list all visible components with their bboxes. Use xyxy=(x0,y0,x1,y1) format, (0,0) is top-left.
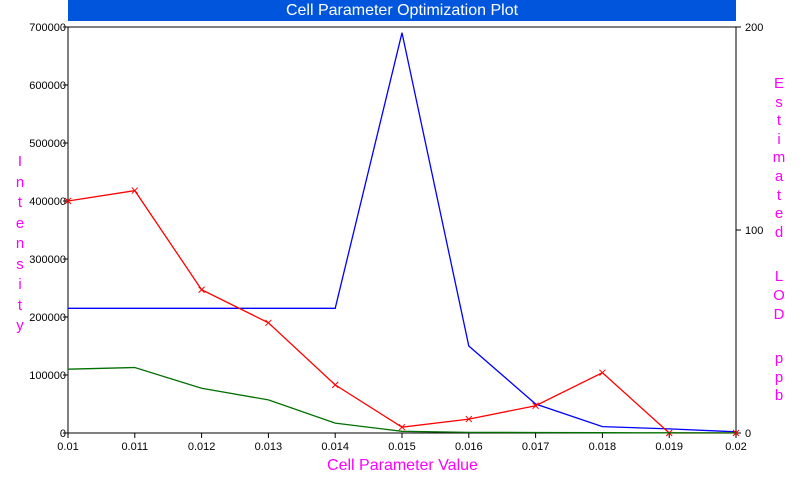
y-left-tick-label-0: 0 xyxy=(60,428,66,440)
ylabel-left-char: t xyxy=(17,194,23,211)
ylabel-right-char: i xyxy=(777,130,781,148)
x-tick-label-6: 0.016 xyxy=(455,441,483,453)
ylabel-left-char: i xyxy=(18,276,22,293)
ylabel-right-char: a xyxy=(774,167,784,185)
ylabel-right-char: s xyxy=(775,93,783,111)
x-tick-label-9: 0.019 xyxy=(655,441,683,453)
ylabel-right-char: t xyxy=(776,112,782,130)
ylabel-left-char: t xyxy=(17,296,23,314)
series-1-point-1 xyxy=(131,187,139,194)
x-tick-label-5: 0.015 xyxy=(388,441,416,453)
y-right-tick-label-1: 100 xyxy=(745,225,763,237)
series-line-1 xyxy=(67,189,736,434)
ylabel-right-char: p xyxy=(774,350,784,368)
ylabel-right-char xyxy=(769,324,789,350)
ylabel-right-char: b xyxy=(774,387,784,405)
chart-title: Cell Parameter Optimization Plot xyxy=(285,2,519,19)
y-left-tick-label-5: 500000 xyxy=(29,138,66,150)
x-tick-label-4: 0.014 xyxy=(321,441,349,453)
y-left-tick-label-2: 200000 xyxy=(29,312,66,324)
x-tick-label-1: 0.011 xyxy=(121,441,148,453)
series-1-point-4 xyxy=(331,381,339,389)
series-line-2 xyxy=(67,366,737,434)
ylabel-left-char: s xyxy=(16,255,24,273)
series-1-point-8 xyxy=(599,369,606,377)
y-left-tick-label-7: 700000 xyxy=(29,22,66,34)
ylabel-left-char: y xyxy=(16,317,24,334)
ylabel-right-char: e xyxy=(774,205,784,223)
y-right-tick-label-2: 200 xyxy=(745,22,763,34)
x-axis-label: Cell Parameter Value xyxy=(327,457,478,474)
x-tick-label-2: 0.012 xyxy=(188,441,216,453)
y-left-tick-label-1: 100000 xyxy=(29,370,66,382)
series-line-0 xyxy=(68,32,737,433)
ylabel-right-char: E xyxy=(773,75,784,92)
series-1-point-10 xyxy=(732,429,740,437)
x-tick-label-7: 0.017 xyxy=(522,441,550,453)
ylabel-left-char: e xyxy=(15,214,25,232)
ylabel-right-char: O xyxy=(773,286,785,304)
x-tick-label-10: 0.02 xyxy=(725,441,746,453)
x-tick-label-8: 0.018 xyxy=(589,441,617,453)
ylabel-right-char: d xyxy=(774,223,784,241)
series-1-point-0 xyxy=(64,197,72,205)
ylabel-right-char: m xyxy=(772,149,786,167)
series-1-point-7 xyxy=(532,402,539,410)
x-tick-label-0: 0.01 xyxy=(57,441,78,453)
plot-frame xyxy=(67,26,737,434)
x-tick-label-3: 0.013 xyxy=(255,441,283,453)
ylabel-left-char: n xyxy=(15,173,25,191)
chart-title-bar: Cell Parameter Optimization Plot xyxy=(68,0,736,21)
ylabel-right-char: L xyxy=(774,268,784,286)
y-right-tick-label-0: 0 xyxy=(745,428,751,440)
ylabel-left-char: I xyxy=(17,153,23,170)
series-1-point-5 xyxy=(398,423,406,431)
series-1-point-6 xyxy=(465,415,473,423)
ylabel-right-char xyxy=(769,242,789,268)
ylabel-left-char: n xyxy=(15,235,25,252)
ylabel-right-char: t xyxy=(776,186,782,204)
ylabel-right-char: D xyxy=(773,305,785,323)
y-left-tick-label-4: 400000 xyxy=(29,196,66,208)
y-left-tick-label-6: 600000 xyxy=(29,80,66,92)
series-1-point-3 xyxy=(265,319,272,327)
ylabel-right-char: p xyxy=(774,368,784,386)
series-1-point-2 xyxy=(198,286,205,294)
y-left-tick-label-3: 300000 xyxy=(29,254,66,266)
